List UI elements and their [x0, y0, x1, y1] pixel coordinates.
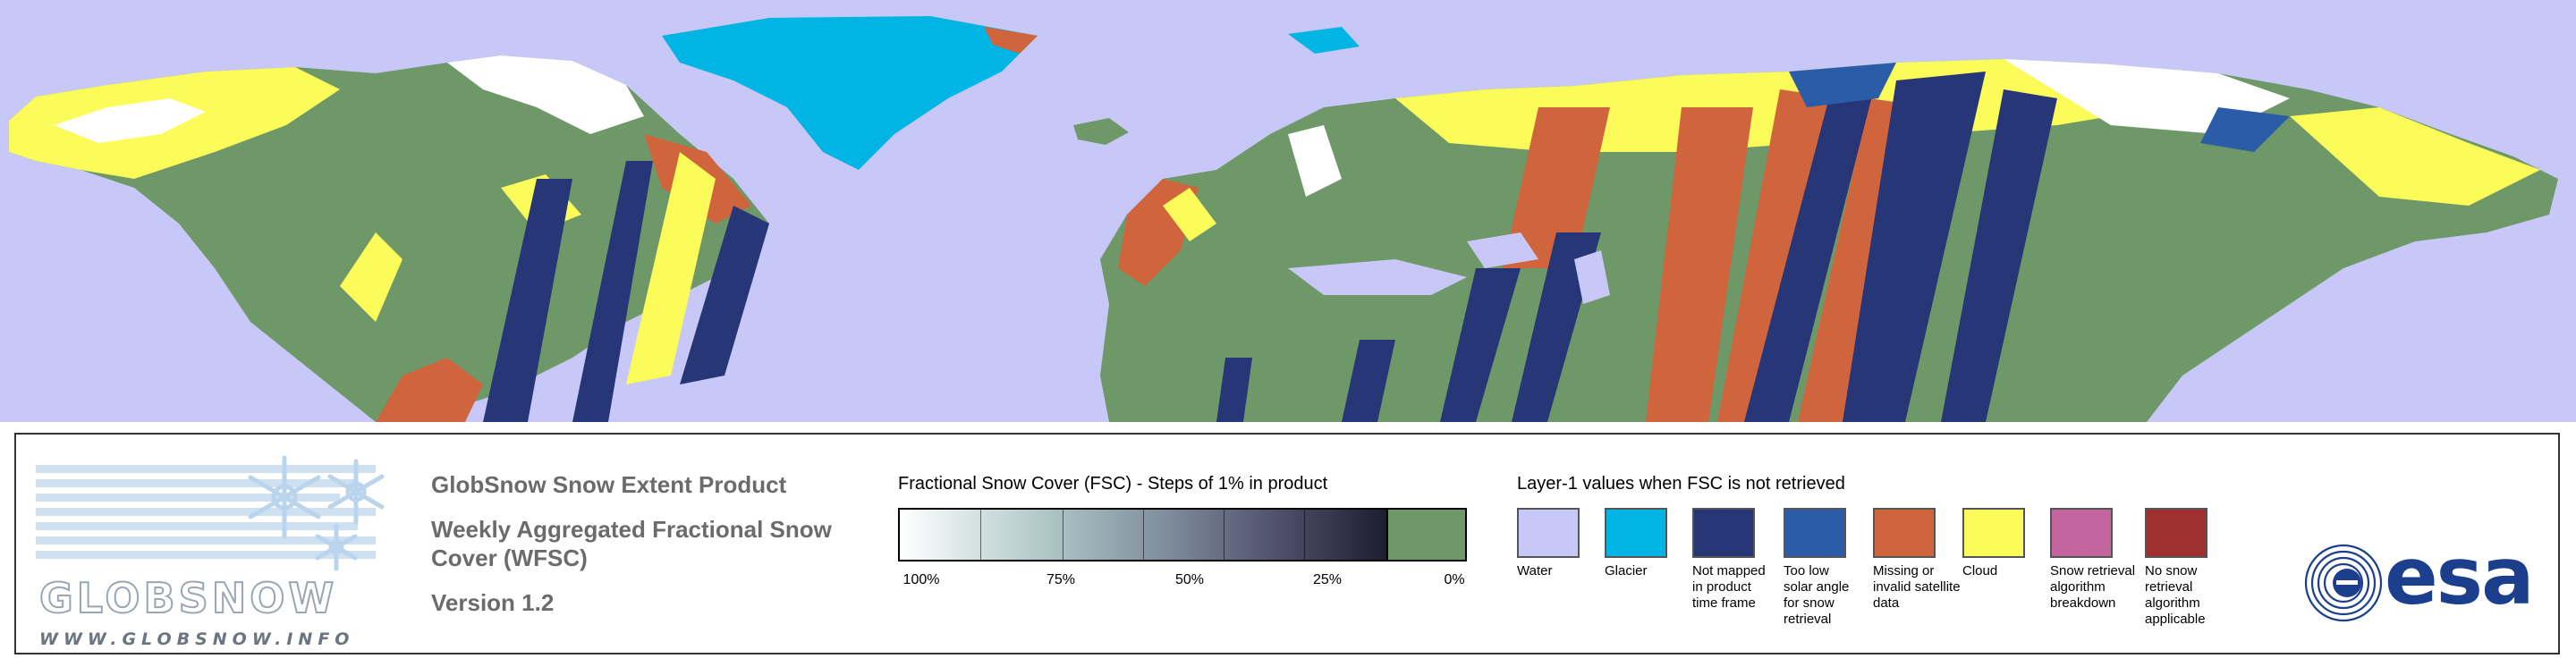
- water-swatch: [1517, 508, 1580, 558]
- not-mapped-label: Not mapped in product time frame: [1692, 563, 1766, 611]
- logo-stripe: [36, 522, 358, 530]
- cloud-label: Cloud: [1962, 563, 1998, 578]
- low-solar-swatch: [1784, 508, 1846, 558]
- logo-stripe: [36, 494, 340, 502]
- product-subtitle: Weekly Aggregated Fractional Snow Cover …: [431, 516, 832, 571]
- product-version: Version 1.2: [431, 589, 555, 616]
- glacier-label: Glacier: [1605, 563, 1648, 578]
- fsc-label-100: 100%: [902, 572, 940, 587]
- logo-stripe: [36, 551, 376, 559]
- fsc-zero-swatch: [1388, 508, 1467, 561]
- globsnow-logo: GLOBSNOW WWW.GLOBSNOW.INFO: [36, 451, 411, 649]
- esa-wordmark: esa: [2385, 530, 2534, 622]
- snow-cover-map: [0, 0, 2576, 422]
- layer1-legend-title: Layer-1 values when FSC is not retrieved: [1517, 474, 1845, 494]
- fsc-tick: [980, 510, 981, 560]
- fsc-scale-title: Fractional Snow Cover (FSC) - Steps of 1…: [898, 474, 1328, 494]
- seas: [1288, 232, 1610, 304]
- no-algorithm-swatch: [2145, 508, 2207, 558]
- fsc-tick: [1143, 510, 1144, 560]
- fsc-label-0: 0%: [1444, 572, 1465, 587]
- logo-stripe: [36, 508, 376, 516]
- esa-emblem-icon: [2304, 544, 2383, 622]
- svalbard: [1288, 27, 1360, 54]
- snowflake-icon: [248, 455, 385, 571]
- missing-data-swatch: [1873, 508, 1936, 558]
- globsnow-url: WWW.GLOBSNOW.INFO: [39, 629, 355, 649]
- fsc-label-75: 75%: [1046, 572, 1076, 587]
- globsnow-wordmark: GLOBSNOW: [38, 573, 338, 623]
- fsc-label-50: 50%: [1174, 572, 1205, 587]
- not-mapped-swatch: [1692, 508, 1755, 558]
- breakdown-label: Snow retrieval algorithm breakdown: [2050, 563, 2136, 611]
- eurasia: [1100, 59, 2558, 422]
- legend-panel: GLOBSNOW WWW.GLOBSNOW.INFO GlobSnow Snow…: [14, 433, 2560, 654]
- fsc-label-25: 25%: [1312, 572, 1343, 587]
- product-title: GlobSnow Snow Extent Product: [431, 471, 787, 498]
- glacier-swatch: [1605, 508, 1667, 558]
- missing-data-label: Missing or invalid satellite data: [1873, 563, 1961, 611]
- logo-stripe: [36, 465, 376, 473]
- cloud-swatch: [1962, 508, 2025, 558]
- low-solar-label: Too low solar angle for snow retrieval: [1784, 563, 1850, 627]
- no-algorithm-label: No snow retrieval algorithm applicable: [2145, 563, 2206, 627]
- water-label: Water: [1517, 563, 1553, 578]
- esa-logo: esa: [2302, 536, 2544, 622]
- logo-stripe: [36, 536, 376, 545]
- greenland: [662, 16, 1038, 170]
- north-america: [9, 55, 769, 422]
- breakdown-swatch: [2050, 508, 2113, 558]
- fsc-tick: [1304, 510, 1305, 560]
- iceland: [1073, 118, 1129, 145]
- logo-stripe: [36, 479, 358, 487]
